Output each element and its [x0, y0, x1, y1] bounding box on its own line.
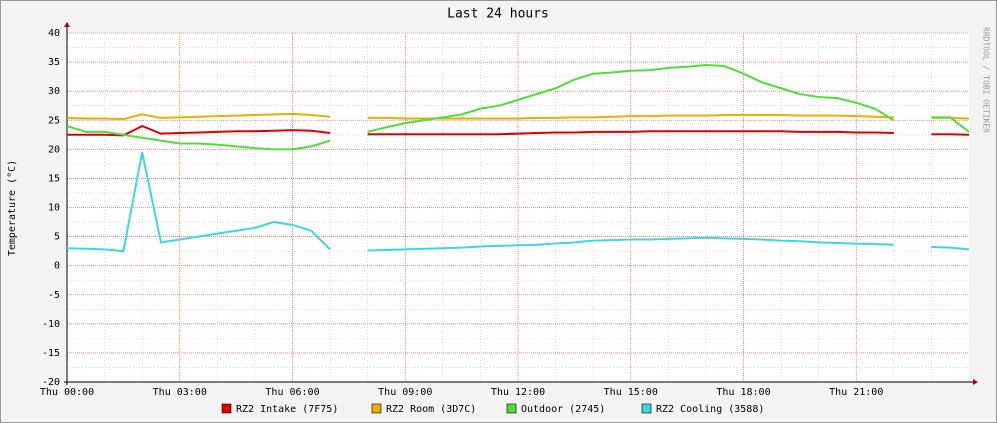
y-tick-label: -20	[42, 377, 60, 388]
legend-label: RZ2 Intake (7F75)	[236, 404, 338, 415]
y-tick-label: -5	[48, 290, 60, 301]
x-tick-label: Thu 12:00	[491, 387, 545, 398]
y-tick-label: -15	[42, 348, 60, 359]
y-tick-label: 30	[48, 86, 60, 97]
series-line	[67, 124, 970, 137]
legend-swatch	[371, 403, 382, 414]
x-tick-label: Thu 21:00	[829, 387, 883, 398]
y-tick-label: 20	[48, 144, 60, 155]
y-tick-label: 40	[48, 28, 60, 39]
y-tick-label: 15	[48, 173, 60, 184]
y-tick-label: 10	[48, 203, 60, 214]
axis-arrow	[64, 22, 70, 27]
axis-arrow	[973, 379, 978, 385]
chart-title: Last 24 hours	[447, 7, 549, 22]
y-tick-label: 35	[48, 57, 60, 68]
y-tick-label: 25	[48, 115, 60, 126]
legend-label: RZ2 Cooling (3588)	[656, 404, 764, 415]
y-tick-label: 5	[54, 232, 60, 243]
legend-label: RZ2 Room (3D7C)	[386, 404, 476, 415]
legend-label: Outdoor (2745)	[521, 404, 605, 415]
legend-swatch	[641, 403, 652, 414]
x-tick-label: Thu 06:00	[265, 387, 319, 398]
y-tick-label: -10	[42, 319, 60, 330]
series-line	[66, 63, 970, 151]
x-tick-label: Thu 18:00	[716, 387, 770, 398]
x-tick-label: Thu 09:00	[378, 387, 432, 398]
x-tick-label: Thu 00:00	[40, 387, 94, 398]
y-tick-label: 0	[54, 261, 60, 272]
legend-swatch	[506, 403, 517, 414]
legend-swatch	[221, 403, 232, 414]
y-axis-label: Temperature (°C)	[7, 160, 18, 256]
x-tick-label: Thu 15:00	[604, 387, 658, 398]
series-line	[66, 152, 970, 253]
x-tick-label: Thu 03:00	[153, 387, 207, 398]
watermark: RRDTOOL / TOBI OETIKER	[982, 27, 991, 133]
